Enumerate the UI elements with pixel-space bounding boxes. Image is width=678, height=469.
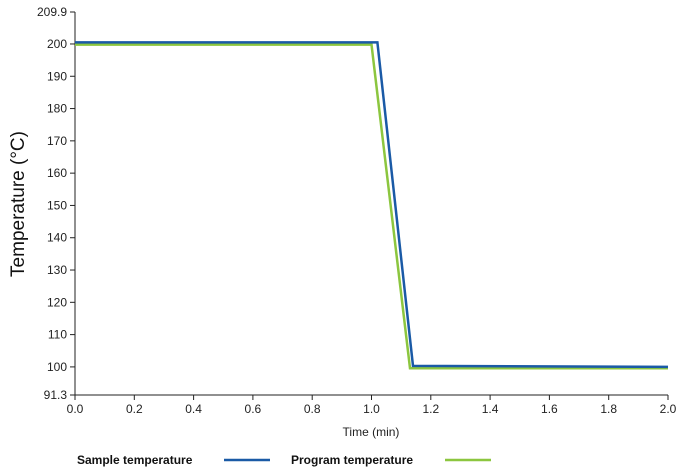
y-axis-title: Temperature (°C) xyxy=(8,131,29,277)
x-tick-label: 0.0 xyxy=(67,402,84,416)
x-tick-label: 1.4 xyxy=(482,402,499,416)
legend-label-program: Program temperature xyxy=(291,453,413,467)
y-tick-label: 200 xyxy=(47,37,67,51)
y-ticks: 91.3 100 110 120 130 140 150 160 170 180 190 200 209… xyxy=(37,5,75,402)
y-tick-label: 110 xyxy=(48,328,67,342)
y-tick-label: 100 xyxy=(47,360,67,374)
x-axis-title: Time (min) xyxy=(343,425,400,439)
y-tick-label: 209.9 xyxy=(37,5,67,19)
y-tick-label: 140 xyxy=(47,231,67,245)
y-tick-label: 180 xyxy=(47,102,67,116)
x-tick-label: 1.2 xyxy=(422,402,439,416)
x-ticks: 0.0 0.2 0.4 0.6 0.8 1.0 1.2 1.4 1.6 1.8 2.0 xyxy=(67,395,677,416)
y-tick-label: 160 xyxy=(47,166,67,180)
y-tick-label: 170 xyxy=(47,134,67,148)
x-tick-label: 2.0 xyxy=(660,402,677,416)
x-tick-label: 1.0 xyxy=(363,402,380,416)
legend-label-sample: Sample temperature xyxy=(77,453,193,467)
x-tick-label: 0.4 xyxy=(185,402,202,416)
x-tick-label: 1.6 xyxy=(541,402,558,416)
legend: Sample temperature Program temperature xyxy=(77,453,491,467)
y-tick-label: 150 xyxy=(47,198,67,212)
x-tick-label: 0.8 xyxy=(304,402,321,416)
x-tick-label: 1.8 xyxy=(600,402,617,416)
y-tick-label: 120 xyxy=(47,295,67,309)
axes xyxy=(74,12,668,396)
x-tick-label: 0.6 xyxy=(245,402,262,416)
x-tick-label: 0.2 xyxy=(126,402,143,416)
y-tick-label: 130 xyxy=(47,263,67,277)
y-tick-label: 91.3 xyxy=(44,388,68,402)
series-line-program-temperature xyxy=(75,43,668,370)
series-layer xyxy=(75,41,669,370)
y-tick-label: 190 xyxy=(47,69,67,83)
series-line-sample-temperature xyxy=(75,41,669,369)
